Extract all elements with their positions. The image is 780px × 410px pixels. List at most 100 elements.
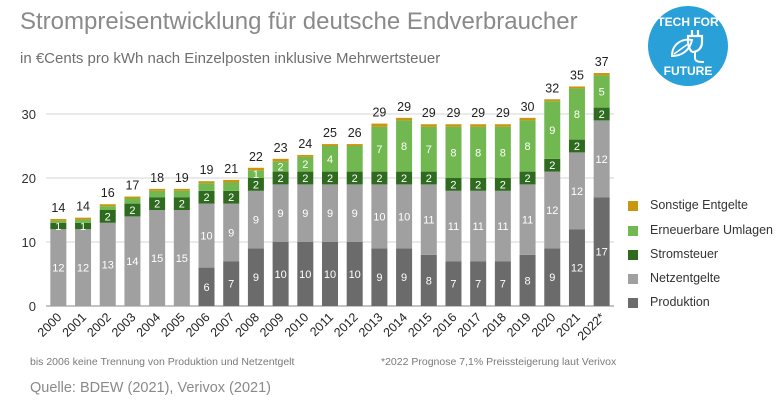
segment-data-label: 9 bbox=[278, 208, 284, 220]
legend-swatch-produktion bbox=[628, 298, 638, 308]
bar-total-label: 14 bbox=[76, 200, 90, 214]
segment-data-label: 12 bbox=[52, 263, 64, 275]
segment-data-label: 9 bbox=[327, 208, 333, 220]
bar-segment-stromsteuer bbox=[396, 171, 413, 185]
bar-segment-netzentgelte bbox=[198, 203, 215, 268]
bar-total-label: 37 bbox=[595, 55, 609, 69]
bar-segment-netzentgelte bbox=[173, 210, 190, 306]
segment-data-label: 7 bbox=[426, 144, 432, 156]
segment-data-label: 6 bbox=[203, 282, 209, 294]
x-tick-label: 2020 bbox=[529, 310, 559, 340]
bar-total-label: 24 bbox=[298, 137, 312, 151]
segment-data-label: 2 bbox=[450, 179, 456, 191]
segment-data-label: 12 bbox=[571, 263, 583, 275]
bar-segment-produktion bbox=[519, 254, 536, 306]
bar-segment-erneuerbare-umlagen bbox=[346, 146, 363, 172]
bar-segment-netzentgelte bbox=[420, 184, 437, 255]
bar-segment-stromsteuer bbox=[346, 171, 363, 185]
segment-data-label: 8 bbox=[525, 141, 531, 153]
bar-total-label: 29 bbox=[372, 106, 386, 120]
segment-data-label: 9 bbox=[253, 215, 259, 227]
segment-data-label: 2 bbox=[302, 159, 308, 171]
bar-total-label: 17 bbox=[125, 179, 139, 193]
chart-subtitle: in €Cents pro kWh nach Einzelposten inkl… bbox=[20, 50, 441, 67]
x-tick-label: 2002 bbox=[84, 310, 114, 340]
segment-data-label: 11 bbox=[423, 215, 434, 227]
bar-total-label: 35 bbox=[570, 68, 584, 82]
bar-total-label: 29 bbox=[471, 106, 485, 120]
bar-segment-stromsteuer bbox=[75, 222, 92, 230]
segment-data-label: 2 bbox=[278, 161, 284, 173]
bar-segment-produktion bbox=[247, 248, 264, 306]
bar-segment-sonstige-entgelte bbox=[445, 124, 462, 127]
logo-text-top: TECH FOR bbox=[657, 15, 719, 29]
bar-segment-sonstige-entgelte bbox=[247, 167, 264, 171]
bar-segment-erneuerbare-umlagen bbox=[75, 219, 92, 223]
bar-segment-stromsteuer bbox=[99, 210, 116, 223]
bar-segment-sonstige-entgelte bbox=[371, 123, 388, 127]
segment-data-label: 1 bbox=[80, 221, 86, 233]
segment-data-label: 10 bbox=[200, 231, 212, 243]
segment-data-label: 12 bbox=[596, 154, 608, 166]
segment-data-label: 2 bbox=[549, 160, 555, 172]
bar-segment-erneuerbare-umlagen bbox=[50, 220, 67, 223]
segment-data-label: 9 bbox=[401, 272, 407, 284]
segment-data-label: 2 bbox=[426, 173, 432, 185]
bar-segment-erneuerbare-umlagen bbox=[494, 126, 511, 178]
bar-segment-produktion bbox=[470, 261, 487, 306]
legend-label-stromsteuer: Stromsteuer bbox=[650, 247, 719, 261]
x-tick-label: 2014 bbox=[381, 310, 411, 340]
bar-segment-sonstige-entgelte bbox=[519, 117, 536, 121]
bar-segment-produktion bbox=[198, 267, 215, 306]
segment-data-label: 12 bbox=[546, 205, 558, 217]
bar-segment-netzentgelte bbox=[297, 184, 314, 242]
bar-segment-erneuerbare-umlagen bbox=[173, 190, 190, 198]
plug-leaf-icon bbox=[670, 30, 705, 63]
bar-segment-stromsteuer bbox=[322, 171, 338, 185]
bar-segment-produktion bbox=[593, 197, 610, 306]
x-tick-label: 2008 bbox=[232, 310, 262, 340]
bar-total-label: 19 bbox=[175, 171, 189, 185]
y-tick-label: 20 bbox=[22, 171, 36, 186]
bar-segment-stromsteuer bbox=[445, 178, 462, 191]
x-tick-label: 2000 bbox=[35, 310, 65, 340]
segment-data-label: 13 bbox=[102, 259, 114, 271]
bar-segment-netzentgelte bbox=[223, 203, 240, 262]
bar-segment-sonstige-entgelte bbox=[568, 86, 585, 89]
bar-segment-netzentgelte bbox=[544, 171, 561, 249]
x-tick-label: 2015 bbox=[405, 310, 435, 340]
legend-swatch-stromsteuer bbox=[628, 250, 638, 260]
segment-data-label: 8 bbox=[401, 141, 407, 153]
bar-segment-sonstige-entgelte bbox=[297, 154, 314, 157]
bar-segment-netzentgelte bbox=[99, 222, 116, 306]
bar-segment-sonstige-entgelte bbox=[346, 144, 363, 146]
x-tick-label: 2006 bbox=[183, 310, 213, 340]
y-tick-label: 10 bbox=[22, 235, 36, 250]
segment-data-label: 2 bbox=[253, 179, 259, 191]
x-tick-label: 2007 bbox=[208, 310, 238, 340]
bar-segment-sonstige-entgelte bbox=[494, 124, 511, 127]
source-note: Quelle: BDEW (2021), Verivox (2021) bbox=[30, 380, 271, 396]
segment-data-label: 17 bbox=[596, 247, 608, 259]
chart-title: Strompreisentwicklung für deutsche Endve… bbox=[20, 8, 578, 35]
bar-segment-sonstige-entgelte bbox=[75, 217, 92, 220]
segment-data-label: 2 bbox=[129, 205, 135, 217]
bar-segment-sonstige-entgelte bbox=[173, 188, 190, 191]
x-tick-label: 2009 bbox=[257, 310, 287, 340]
bar-segment-produktion bbox=[494, 261, 511, 306]
segment-data-label: 8 bbox=[426, 275, 432, 287]
bar-segment-stromsteuer bbox=[149, 197, 166, 210]
bar-segment-sonstige-entgelte bbox=[420, 124, 437, 127]
bar-segment-produktion bbox=[346, 242, 363, 306]
bar-segment-erneuerbare-umlagen bbox=[297, 156, 314, 172]
bar-segment-stromsteuer bbox=[124, 203, 141, 217]
segment-data-label: 7 bbox=[450, 279, 456, 291]
bar-total-label: 29 bbox=[496, 106, 510, 120]
segment-data-label: 8 bbox=[574, 109, 580, 121]
bar-segment-netzentgelte bbox=[470, 190, 487, 262]
bar-segment-stromsteuer bbox=[50, 222, 67, 230]
bar-segment-produktion bbox=[420, 254, 437, 306]
segment-data-label: 2 bbox=[278, 173, 284, 185]
bar-segment-erneuerbare-umlagen bbox=[99, 206, 116, 210]
